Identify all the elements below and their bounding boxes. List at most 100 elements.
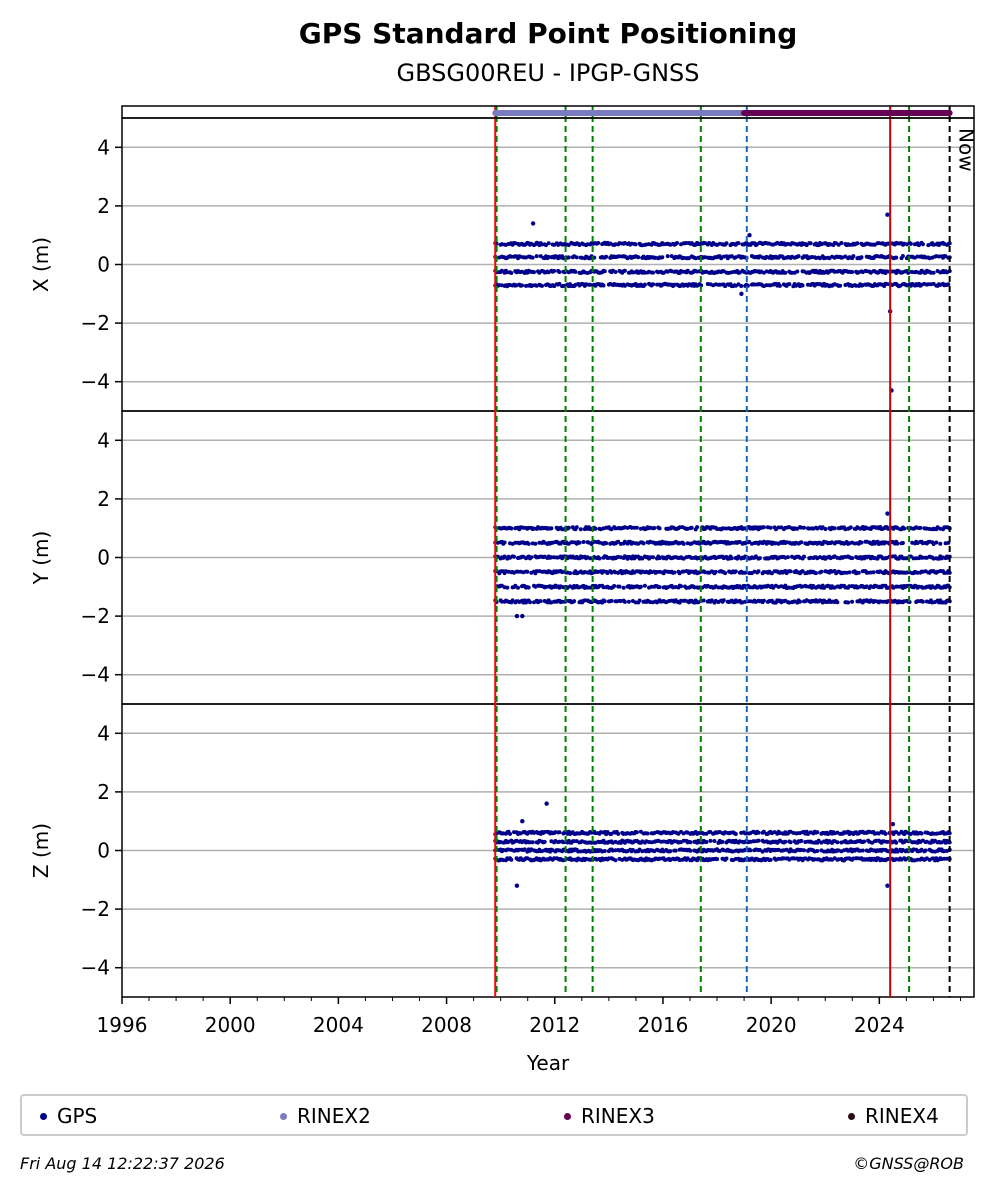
data-point	[538, 599, 543, 604]
data-point	[947, 241, 952, 246]
data-point	[534, 254, 539, 259]
x-tick-label: 2020	[746, 1013, 797, 1037]
data-point	[616, 539, 621, 544]
data-point-outlier	[885, 883, 890, 888]
data-point	[756, 830, 761, 835]
legend-label-rinex3: RINEX3	[581, 1104, 655, 1128]
data-point	[883, 831, 888, 836]
data-point	[621, 585, 626, 590]
data-point	[566, 525, 571, 530]
data-point	[856, 570, 861, 575]
y-axis-label: Z (m)	[29, 823, 53, 878]
legend-item-rinex4: RINEX4	[848, 1104, 939, 1128]
data-point	[895, 541, 900, 546]
data-point-outlier	[514, 613, 520, 619]
data-point	[668, 849, 673, 854]
data-point	[651, 282, 655, 287]
data-point	[574, 255, 579, 260]
data-point	[855, 241, 860, 246]
data-point	[777, 283, 782, 288]
data-point	[602, 849, 607, 853]
data-point	[908, 241, 913, 246]
data-point-outlier	[739, 291, 744, 296]
data-point	[799, 838, 804, 843]
data-point	[919, 831, 924, 836]
data-point	[819, 569, 824, 574]
data-point	[788, 840, 793, 845]
data-point	[609, 527, 614, 532]
y-tick-label: 2	[97, 487, 110, 511]
data-point	[761, 598, 766, 603]
data-point	[573, 269, 578, 274]
data-point	[850, 270, 855, 274]
data-point	[783, 839, 788, 844]
data-point-outlier	[890, 526, 896, 531]
x-tick-label: 2008	[421, 1013, 472, 1037]
legend-item-gps: GPS	[40, 1104, 97, 1128]
data-point	[736, 241, 741, 246]
data-point	[512, 554, 516, 559]
data-point	[574, 525, 579, 530]
data-point	[733, 832, 738, 836]
data-point	[549, 526, 554, 531]
data-point	[815, 849, 820, 853]
data-point	[761, 525, 766, 530]
data-point	[602, 269, 607, 274]
data-point	[502, 540, 507, 545]
data-point	[802, 554, 806, 559]
y-tick-label: 2	[97, 194, 110, 218]
y-tick-label: −4	[81, 956, 110, 980]
legend-item-rinex3: RINEX3	[564, 1104, 655, 1128]
data-point	[688, 840, 693, 845]
data-point	[542, 839, 547, 844]
data-point	[859, 540, 864, 545]
data-point	[596, 241, 601, 245]
data-point	[642, 583, 647, 588]
data-point	[613, 270, 618, 274]
data-point	[604, 541, 609, 546]
data-point	[672, 570, 677, 575]
x-tick-label: 2004	[313, 1013, 364, 1037]
data-point	[533, 541, 538, 546]
legend-label-gps: GPS	[57, 1104, 98, 1128]
data-point	[713, 569, 718, 574]
y-tick-label: −4	[81, 370, 110, 394]
data-point	[835, 600, 840, 605]
y-axis-label: X (m)	[29, 237, 53, 292]
y-tick-label: 4	[97, 135, 110, 159]
data-point	[652, 526, 657, 530]
legend-item-rinex2: RINEX2	[280, 1104, 371, 1128]
data-point	[795, 269, 800, 274]
data-point	[918, 525, 923, 530]
data-point-outlier	[885, 212, 890, 217]
data-point	[802, 525, 806, 530]
data-point	[529, 555, 534, 560]
data-point	[613, 858, 618, 863]
data-point	[715, 857, 720, 862]
data-point	[638, 584, 643, 589]
legend-marker-rinex3	[564, 1112, 571, 1120]
data-point	[900, 541, 905, 545]
data-point	[739, 284, 744, 288]
data-point	[846, 600, 851, 605]
data-point-outlier	[530, 221, 536, 226]
data-point	[847, 570, 852, 575]
data-point	[525, 569, 530, 574]
data-point	[622, 268, 627, 273]
data-point	[673, 848, 678, 853]
data-point	[756, 838, 761, 843]
data-point	[756, 569, 761, 574]
y-tick-label: −2	[81, 311, 110, 335]
data-point	[783, 270, 788, 275]
data-point	[862, 839, 867, 844]
data-point	[798, 599, 802, 604]
data-point	[509, 857, 514, 862]
legend-marker-rinex2	[280, 1112, 287, 1120]
data-point	[622, 599, 627, 604]
data-point	[920, 242, 925, 247]
data-point	[577, 540, 582, 545]
data-point	[701, 598, 706, 603]
data-point	[787, 282, 792, 287]
data-point	[785, 555, 790, 560]
data-point-outlier	[890, 821, 896, 827]
